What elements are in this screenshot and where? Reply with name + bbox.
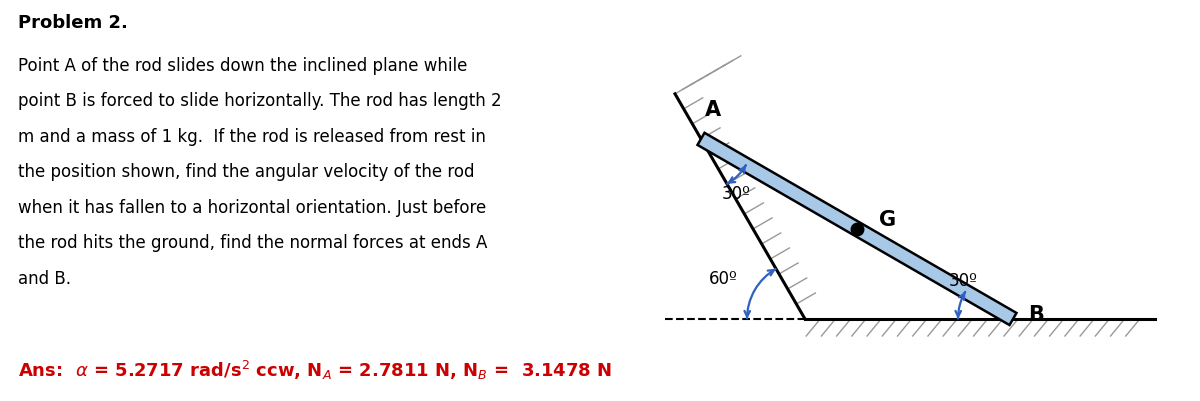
Polygon shape <box>697 134 1016 325</box>
Text: 60º: 60º <box>709 269 737 287</box>
Text: Point A of the rod slides down the inclined plane while: Point A of the rod slides down the incli… <box>18 57 467 75</box>
Text: 30º: 30º <box>721 184 750 203</box>
Text: A: A <box>704 99 721 119</box>
Text: the position shown, find the angular velocity of the rod: the position shown, find the angular vel… <box>18 163 474 181</box>
Text: and B.: and B. <box>18 269 71 287</box>
Text: m and a mass of 1 kg.  If the rod is released from rest in: m and a mass of 1 kg. If the rod is rele… <box>18 128 486 146</box>
Text: Ans:  $\alpha$ = 5.2717 rad/s$^2$ ccw, N$_A$ = 2.7811 N, N$_B$ =  3.1478 N: Ans: $\alpha$ = 5.2717 rad/s$^2$ ccw, N$… <box>18 358 612 381</box>
Text: Problem 2.: Problem 2. <box>18 14 128 32</box>
Text: G: G <box>880 209 896 229</box>
Text: point B is forced to slide horizontally. The rod has length 2: point B is forced to slide horizontally.… <box>18 92 502 110</box>
Text: when it has fallen to a horizontal orientation. Just before: when it has fallen to a horizontal orien… <box>18 198 486 217</box>
Text: B: B <box>1028 304 1044 324</box>
Text: 30º: 30º <box>948 271 978 289</box>
Text: the rod hits the ground, find the normal forces at ends A: the rod hits the ground, find the normal… <box>18 234 487 252</box>
